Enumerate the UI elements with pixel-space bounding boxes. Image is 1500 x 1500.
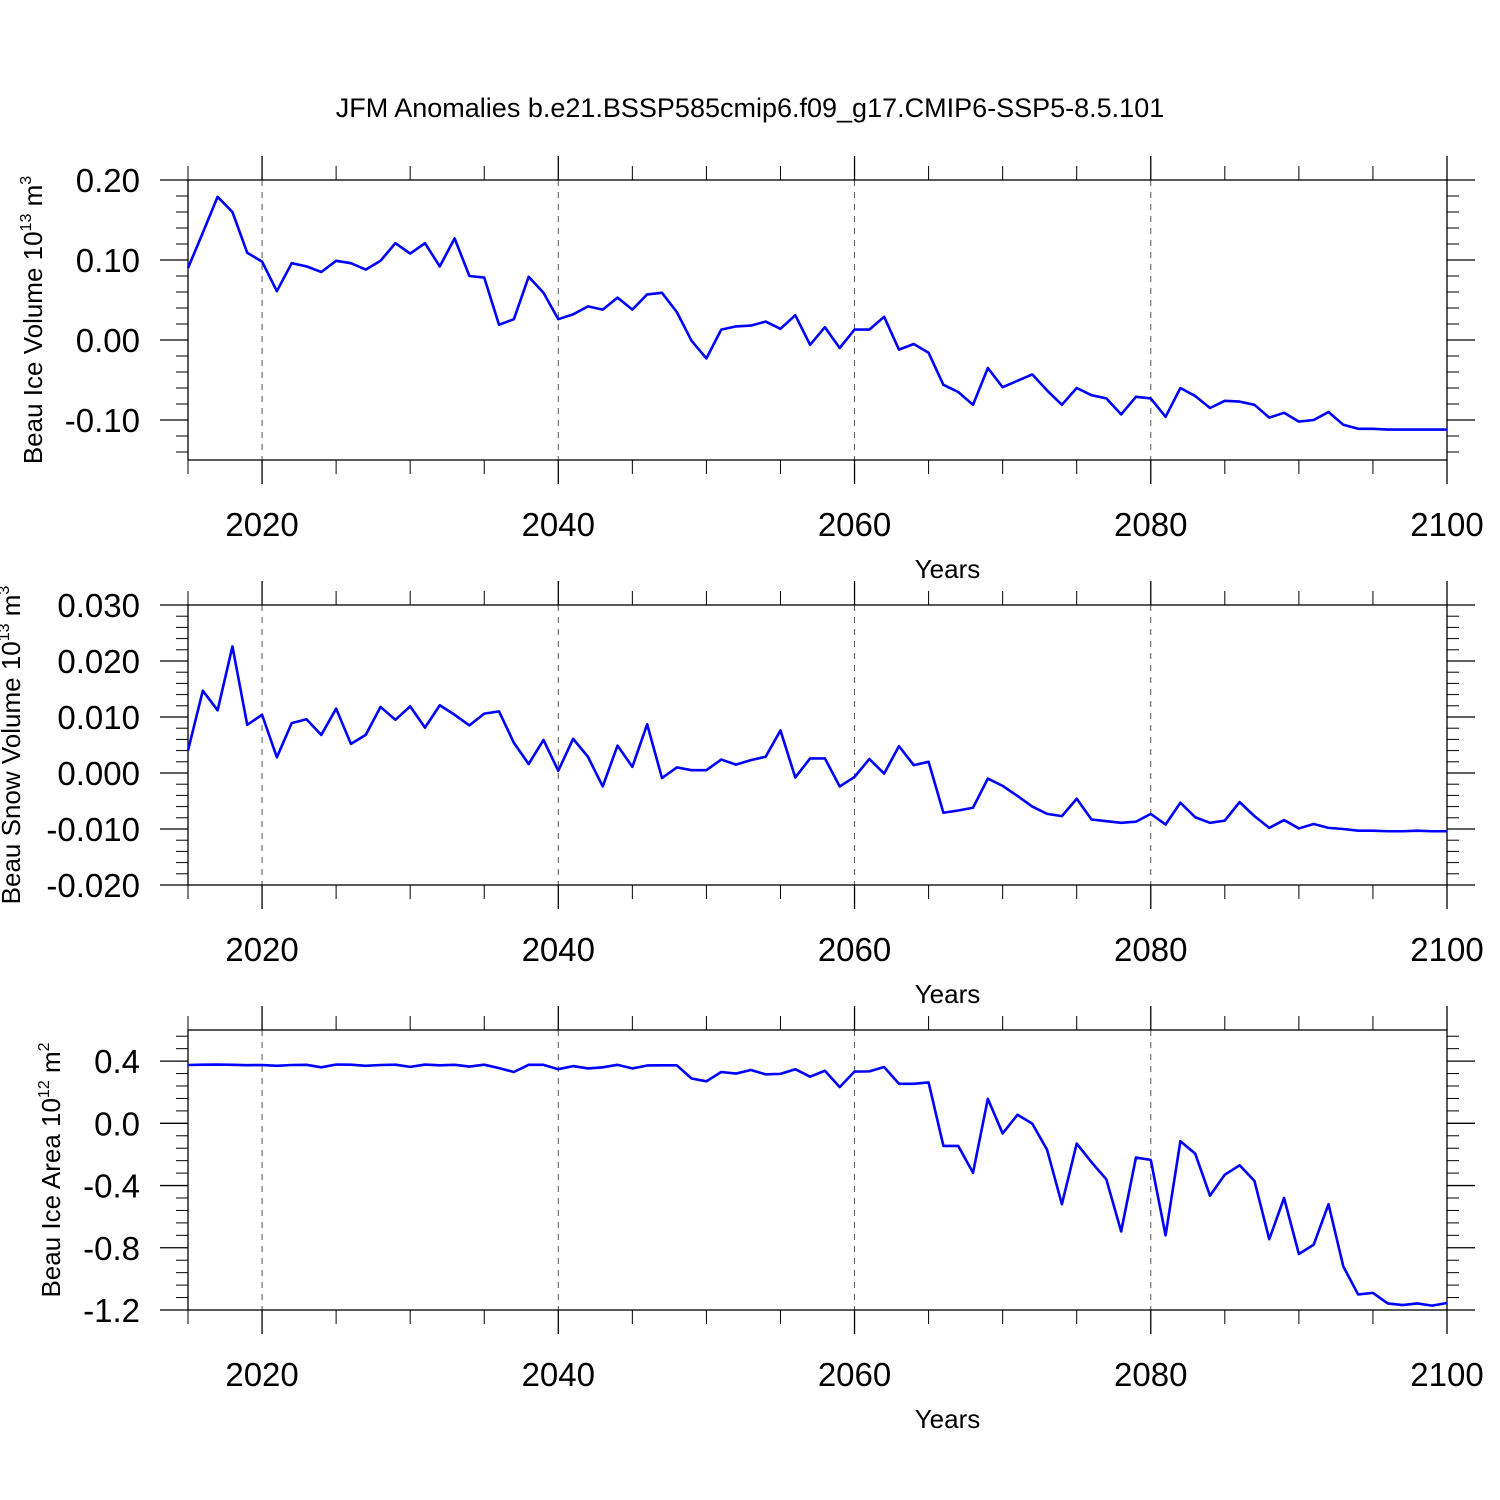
- x-tick-label: 2040: [522, 1356, 595, 1393]
- series-line: [187, 1063, 1448, 1307]
- x-tick-label: 2040: [522, 931, 595, 968]
- plot-frame: [187, 604, 1448, 886]
- y-axis-label: Beau Snow Volume 1013 m3: [0, 586, 26, 905]
- series-line: [186, 195, 1447, 431]
- y-axis-label: Beau Ice Area 1012 m2: [36, 1042, 66, 1297]
- y-tick-label: 0.000: [57, 755, 140, 792]
- y-tick-label: -0.010: [46, 811, 140, 848]
- y-tick-label: 0.0: [94, 1105, 140, 1142]
- panel-ice-volume: 2020 2040 2060 2080 2100 Years 0.20 0.10 0.00 -0.…: [18, 156, 1484, 584]
- y-tick-label: 0.030: [57, 587, 140, 624]
- y-tick-label: -0.4: [83, 1168, 140, 1205]
- plot-frame: [187, 1029, 1448, 1311]
- x-axis-label: Years: [915, 1404, 981, 1434]
- y-tick-label: -0.020: [46, 867, 140, 904]
- y-tick-label: -0.10: [65, 402, 140, 439]
- x-tick-label: 2060: [818, 1356, 891, 1393]
- x-tick-label: 2020: [225, 931, 298, 968]
- x-tick-label: 2100: [1410, 1356, 1483, 1393]
- panel-snow-volume: 2020 2040 2060 2080 2100 Years 0.030 0.020 0.010…: [0, 581, 1484, 1009]
- x-tick-label: 2080: [1114, 506, 1187, 543]
- plot-frame: [187, 179, 1448, 461]
- x-tick-label: 2060: [818, 931, 891, 968]
- x-tick-label: 2020: [225, 1356, 298, 1393]
- y-tick-label: 0.020: [57, 643, 140, 680]
- x-tick-label: 2100: [1410, 931, 1483, 968]
- x-tick-label: 2080: [1114, 931, 1187, 968]
- y-tick-label: 0.010: [57, 699, 140, 736]
- y-tick-label: -1.2: [83, 1292, 140, 1329]
- x-tick-label: 2060: [818, 506, 891, 543]
- x-axis-label: Years: [915, 554, 981, 584]
- x-tick-label: 2080: [1114, 1356, 1187, 1393]
- y-tick-label: 0.10: [76, 242, 140, 279]
- y-axis-label: Beau Ice Volume 1013 m3: [18, 176, 48, 464]
- y-tick-label: 0.4: [94, 1043, 140, 1080]
- x-tick-label: 2020: [225, 506, 298, 543]
- series-line: [186, 645, 1447, 833]
- x-tick-label: 2100: [1410, 506, 1483, 543]
- panel-ice-area: 2020 2040 2060 2080 2100 Years 0.4 0.0 -0.4 -0.8 -…: [36, 1006, 1484, 1434]
- x-axis-label: Years: [915, 979, 981, 1009]
- chart-title: JFM Anomalies b.e21.BSSP585cmip6.f09_g17…: [336, 93, 1164, 123]
- x-tick-label: 2040: [522, 506, 595, 543]
- y-tick-label: 0.00: [76, 322, 140, 359]
- y-tick-label: -0.8: [83, 1230, 140, 1267]
- y-tick-label: 0.20: [76, 162, 140, 199]
